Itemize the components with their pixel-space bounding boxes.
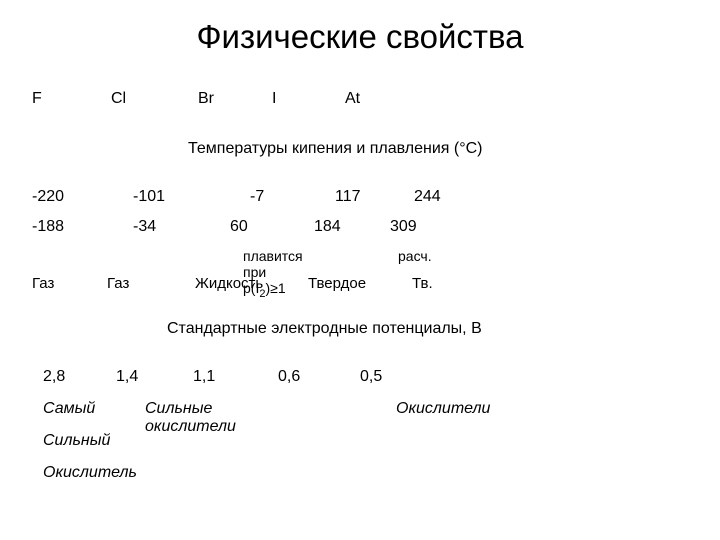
potential-value: 1,1 bbox=[193, 368, 215, 386]
boiling-value: 184 bbox=[314, 218, 341, 236]
melting-value: 244 bbox=[414, 188, 441, 206]
melting-value: 117 bbox=[335, 188, 361, 206]
note-suffix: )≥1 bbox=[265, 280, 285, 296]
note-calc: расч. bbox=[398, 248, 432, 264]
potential-value: 0,6 bbox=[278, 368, 300, 386]
slide: Физические свойства F Cl Br I At Темпера… bbox=[0, 0, 720, 540]
label-strongest-l1: Самый bbox=[43, 400, 95, 418]
element-symbol: Cl bbox=[111, 90, 126, 108]
potential-value: 1,4 bbox=[116, 368, 138, 386]
section-heading: Температуры кипения и плавления (°С) bbox=[188, 140, 482, 158]
state-value: Твердое bbox=[308, 275, 366, 292]
boiling-value: -34 bbox=[133, 218, 156, 236]
label-strong: Сильные окислители bbox=[145, 400, 236, 436]
potential-value: 0,5 bbox=[360, 368, 382, 386]
boiling-value: 60 bbox=[230, 218, 248, 236]
section-heading: Стандартные электродные потенциалы, В bbox=[167, 320, 482, 338]
element-symbol: At bbox=[345, 90, 360, 108]
boiling-value: 309 bbox=[390, 218, 417, 236]
melting-value: -7 bbox=[250, 188, 264, 206]
state-value: Тв. bbox=[412, 275, 433, 292]
label-strongest-l2: Сильный bbox=[43, 432, 110, 450]
label-strongest-l3: Окислитель bbox=[43, 464, 137, 482]
element-symbol: I bbox=[272, 90, 276, 108]
melting-value: -101 bbox=[133, 188, 165, 206]
note-text: плавится при р(I2)≥1 bbox=[243, 248, 303, 300]
state-value: Жидкость bbox=[195, 275, 263, 292]
melting-value: -220 bbox=[32, 188, 64, 206]
element-symbol: Br bbox=[198, 90, 214, 108]
label-oxidizers: Окислители bbox=[396, 400, 490, 418]
state-value: Газ bbox=[107, 275, 129, 292]
state-value: Газ bbox=[32, 275, 54, 292]
potential-value: 2,8 bbox=[43, 368, 65, 386]
boiling-value: -188 bbox=[32, 218, 64, 236]
page-title: Физические свойства bbox=[0, 18, 720, 56]
element-symbol: F bbox=[32, 90, 42, 108]
